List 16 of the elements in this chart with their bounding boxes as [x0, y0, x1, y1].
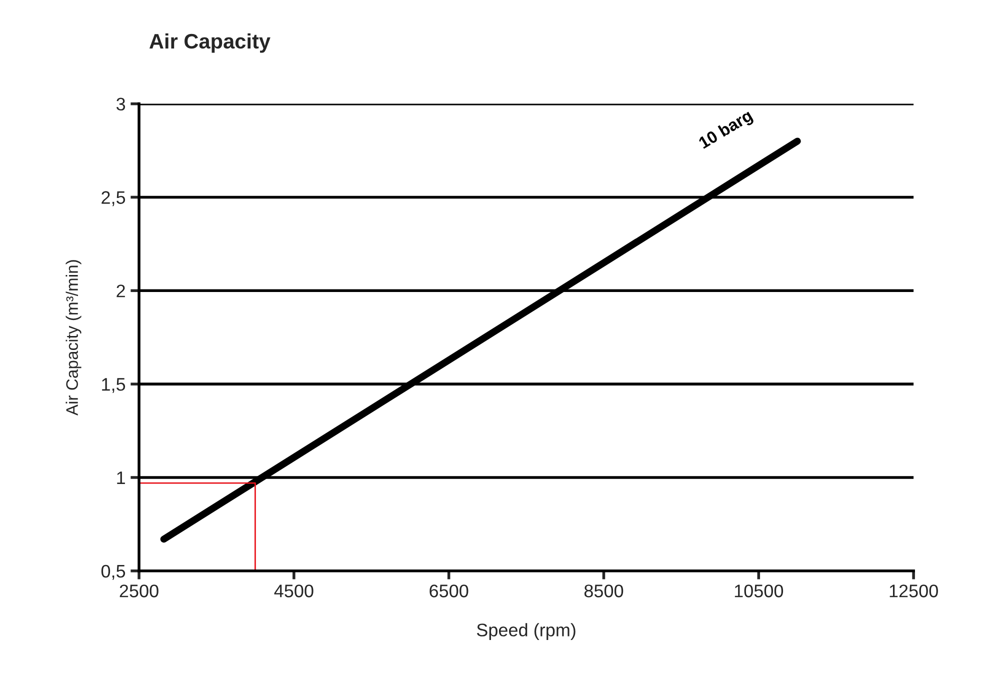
text: 10 barg — [698, 108, 755, 152]
x-tick-label: 10500 — [734, 584, 784, 598]
x-tick-label: 4500 — [274, 584, 314, 598]
x-tick-label: 12500 — [890, 584, 938, 598]
x-tick-label: 8500 — [584, 584, 624, 598]
y-tick-label: 0,5 — [101, 564, 126, 580]
x-axis-title: Speed (rpm) — [476, 623, 576, 640]
y-tick-label: 2,5 — [102, 191, 126, 206]
y-tick-label: 2 — [116, 284, 125, 298]
y-axis-title: Air Capacity (m³/min) — [66, 260, 82, 416]
y-tick-label: 3 — [116, 98, 126, 111]
x-tick-label: 6500 — [430, 584, 468, 598]
y-tick-label: 1,5 — [102, 378, 126, 393]
y-tick-label: 1 — [117, 472, 125, 484]
chart-title: Air Capacity — [149, 33, 270, 53]
x-tick-label: 2500 — [120, 584, 158, 598]
